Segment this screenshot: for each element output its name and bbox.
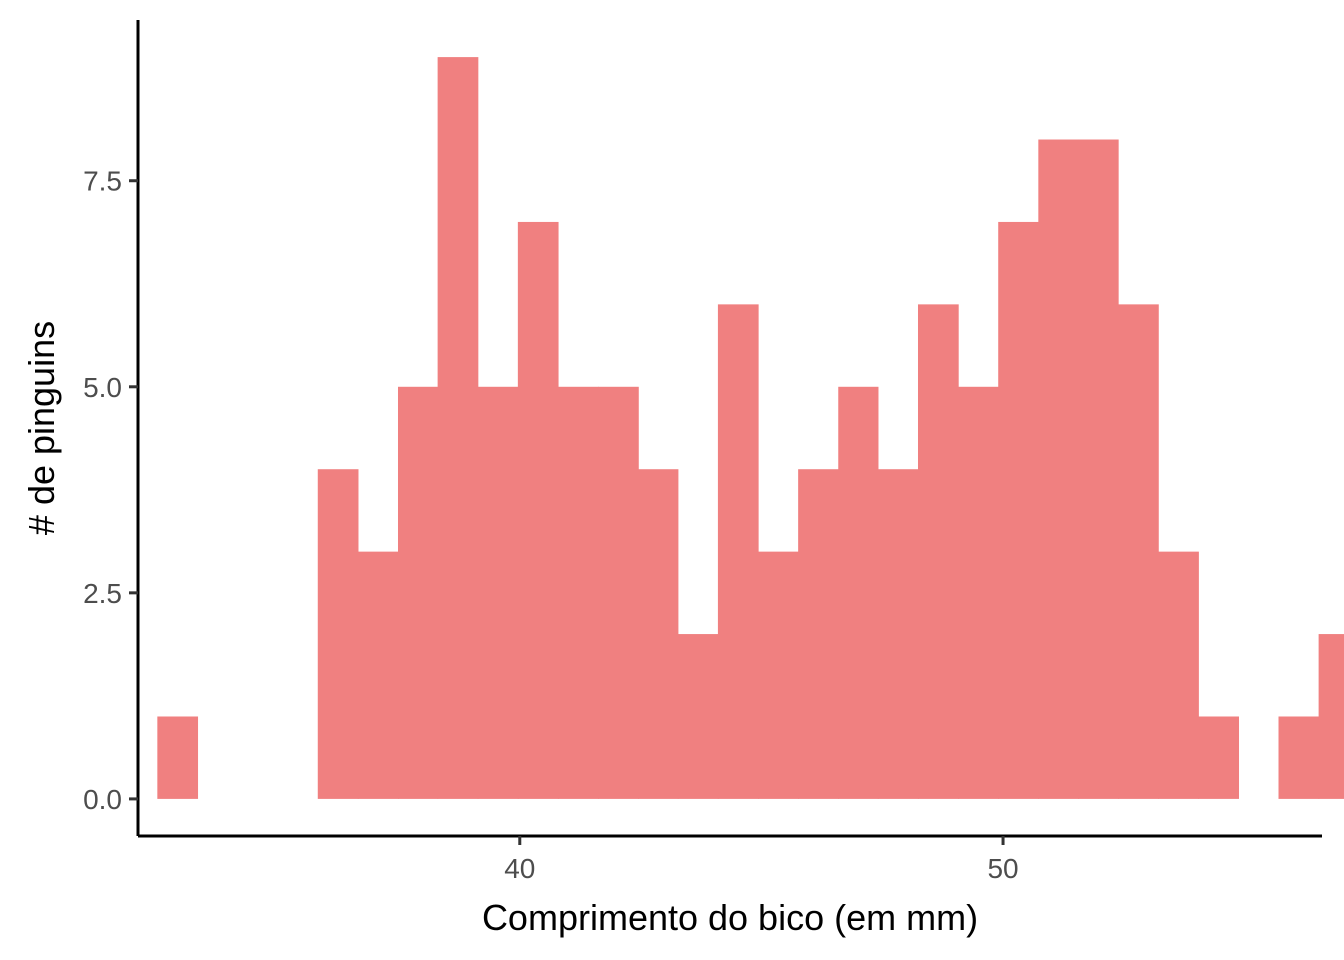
histogram-bar [317,469,359,799]
histogram-bar [557,386,599,799]
histogram-bar [1198,716,1239,799]
histogram-bar [1038,139,1080,799]
histogram-bar [758,551,799,799]
histogram-bar [157,716,199,799]
histogram-bar [477,386,519,799]
histogram-bar [437,57,479,799]
y-tick-label: 2.5 [83,578,122,609]
histogram-bar [1118,304,1159,799]
histogram-bar [1158,551,1199,799]
histogram-bar [357,551,399,799]
x-tick-label: 40 [504,853,535,884]
histogram-bar [1278,716,1320,799]
histogram-bar [1318,634,1344,799]
histogram-bar [917,304,959,799]
histogram-bar [717,304,759,799]
histogram-bar [397,386,439,799]
y-tick-label: 7.5 [83,166,122,197]
y-tick-label: 0.0 [83,784,122,815]
y-ticks-group: 0.0 2.5 5.0 7.5 [83,166,138,815]
histogram-bar [1078,139,1119,799]
histogram-bar [638,469,679,799]
histogram-bar [877,469,919,799]
histogram-bar [677,634,719,799]
x-axis-title: Comprimento do bico (em mm) [482,897,978,938]
y-axis-title: # de pinguins [21,321,62,535]
histogram-bar [598,386,639,799]
x-tick-label: 50 [987,853,1018,884]
bars-group [157,57,1344,799]
histogram-bar [838,386,879,799]
histogram-bar [958,386,999,799]
y-tick-label: 5.0 [83,372,122,403]
histogram-bar [517,221,559,799]
histogram-bar [798,469,839,799]
histogram-bar [998,221,1039,799]
x-ticks-group: 40 50 [504,836,1019,884]
